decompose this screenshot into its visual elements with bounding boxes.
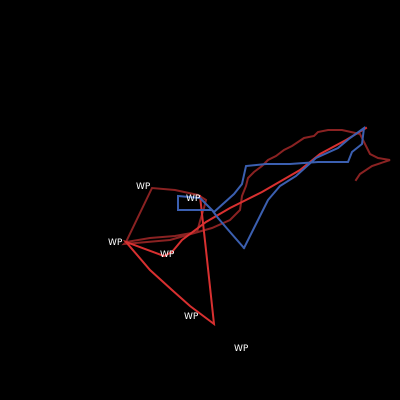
route-red [122,126,368,327]
waypoint-label[interactable]: WP [108,238,123,248]
route-dark-red [121,129,391,246]
waypoint-label[interactable]: WP [136,182,151,192]
waypoint-label[interactable]: WP [234,344,249,354]
waypoint-label[interactable]: WP [184,312,199,322]
route-blue [177,125,366,250]
waypoint-label[interactable]: WP [186,194,201,204]
waypoint-label[interactable]: WP [160,250,175,260]
